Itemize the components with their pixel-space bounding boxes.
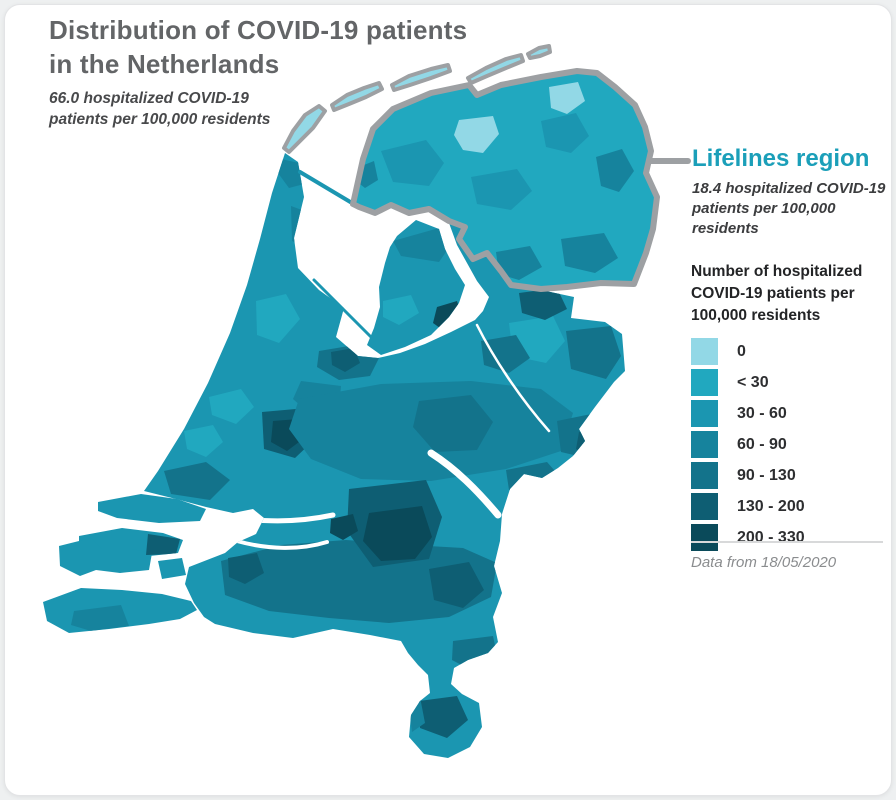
legend-label: 0 bbox=[737, 342, 746, 360]
lifelines-region-outline bbox=[353, 71, 691, 289]
legend-swatch bbox=[691, 462, 718, 489]
lifelines-callout: Lifelines region 18.4 hospitalized COVID… bbox=[692, 146, 892, 239]
municipality-patches bbox=[71, 82, 634, 738]
footer-divider bbox=[691, 541, 883, 543]
legend-item: 30 - 60 bbox=[691, 398, 891, 429]
causeways bbox=[298, 170, 376, 342]
data-source-note: Data from 18/05/2020 bbox=[691, 554, 837, 571]
island-philipsland bbox=[158, 558, 186, 579]
legend-label: 130 - 200 bbox=[737, 497, 805, 515]
legend-title: Number of hospitalized COVID-19 patients… bbox=[691, 263, 863, 324]
island-ameland bbox=[466, 53, 525, 85]
legend-swatch bbox=[691, 493, 718, 520]
netherlands-map bbox=[43, 44, 691, 758]
legend-items: 0 < 30 30 - 60 60 - 90 90 - 130 130 - 200 200 … bbox=[691, 336, 891, 553]
title-line2: in the Netherlands bbox=[49, 49, 280, 79]
legend-swatch bbox=[691, 400, 718, 427]
legend-label: < 30 bbox=[737, 373, 769, 391]
legend-item: < 30 bbox=[691, 367, 891, 398]
lifelines-region-title: Lifelines region bbox=[692, 145, 870, 172]
afsluitdijk-dam bbox=[298, 170, 354, 205]
page-title: Distribution of COVID-19 patients in the… bbox=[49, 13, 519, 81]
title-line1: Distribution of COVID-19 patients bbox=[49, 15, 468, 45]
legend-label: 30 - 60 bbox=[737, 404, 787, 422]
legend-item: 90 - 130 bbox=[691, 460, 891, 491]
header: Distribution of COVID-19 patients in the… bbox=[49, 13, 519, 130]
legend-item: 130 - 200 bbox=[691, 491, 891, 522]
wadden-islands bbox=[282, 44, 552, 154]
lifelines-rate-subtitle: 18.4 hospitalized COVID-19 patients per … bbox=[692, 180, 886, 237]
legend-label: 90 - 130 bbox=[737, 466, 796, 484]
island-vlieland bbox=[330, 81, 384, 112]
legend-swatch bbox=[691, 524, 718, 551]
map-legend: Number of hospitalized COVID-19 patients… bbox=[691, 261, 891, 553]
island-schiermonnikoog bbox=[526, 44, 552, 60]
infographic-card: Distribution of COVID-19 patients in the… bbox=[4, 4, 892, 796]
footer: Data from 18/05/2020 bbox=[691, 541, 883, 571]
legend-item: 60 - 90 bbox=[691, 429, 891, 460]
legend-item: 0 bbox=[691, 336, 891, 367]
legend-swatch bbox=[691, 369, 718, 396]
legend-label: 60 - 90 bbox=[737, 435, 787, 453]
island-texel bbox=[282, 104, 327, 154]
national-rate-subtitle: 66.0 hospitalized COVID-19 patients per … bbox=[49, 90, 271, 128]
legend-swatch bbox=[691, 431, 718, 458]
island-terschelling bbox=[390, 63, 452, 92]
legend-swatch bbox=[691, 338, 718, 365]
houtribdijk-dam bbox=[312, 278, 376, 342]
